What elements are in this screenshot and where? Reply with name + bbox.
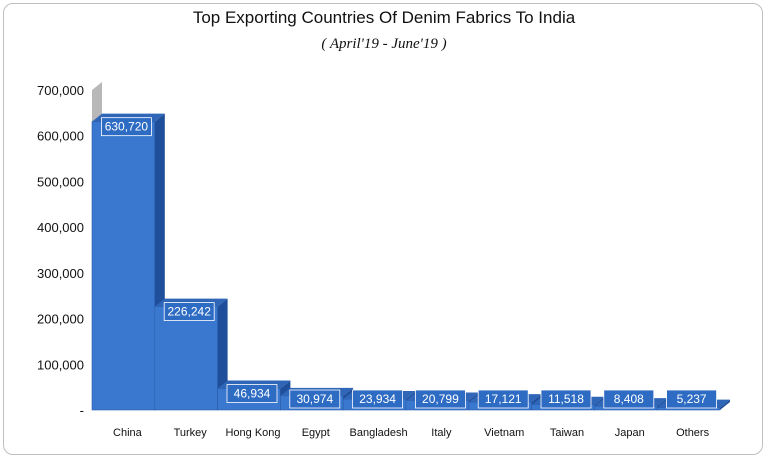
- data-label: 30,974: [296, 392, 333, 406]
- y-tick-label: 500,000: [37, 174, 84, 189]
- data-label-box: [101, 117, 152, 137]
- x-tick-label: Turkey: [174, 427, 208, 439]
- y-tick-label: 700,000: [37, 83, 84, 98]
- data-label: 46,934: [234, 387, 271, 401]
- x-tick-label: Others: [676, 427, 710, 439]
- data-label: 17,121: [485, 392, 522, 406]
- x-tick-label: Taiwan: [550, 427, 584, 439]
- chart-subtitle: ( April'19 - June'19 ): [321, 36, 447, 52]
- data-label-box: [666, 389, 717, 409]
- x-tick-label: Egypt: [302, 427, 330, 439]
- data-label-box: [603, 389, 655, 409]
- y-tick-label: 400,000: [37, 220, 84, 235]
- data-label-box: [352, 389, 404, 409]
- x-tick-label: China: [113, 427, 143, 439]
- x-tick-label: Vietnam: [484, 427, 524, 439]
- data-label-box: [226, 384, 278, 403]
- data-label: 23,934: [359, 392, 396, 406]
- y-tick-label: 300,000: [37, 266, 84, 281]
- data-label: 630,720: [105, 120, 149, 134]
- data-label-box: [163, 302, 215, 321]
- data-label-box: [414, 389, 466, 409]
- data-label-box: [289, 389, 341, 409]
- y-tick-label: -: [80, 403, 84, 418]
- data-label: 226,242: [168, 305, 212, 319]
- y-tick-label: 600,000: [37, 129, 84, 144]
- data-label: 20,799: [422, 392, 459, 406]
- data-label-box: [477, 389, 529, 409]
- data-label: 8,408: [614, 392, 644, 406]
- data-label: 5,237: [677, 392, 707, 406]
- bar-side-face: [720, 399, 730, 410]
- x-tick-label: Japan: [615, 427, 645, 439]
- y-tick-label: 200,000: [37, 312, 84, 327]
- chart-title: Top Exporting Countries Of Denim Fabrics…: [192, 8, 576, 27]
- bar: [91, 121, 156, 411]
- x-tick-label: Hong Kong: [225, 427, 280, 439]
- bar-side-face: [217, 298, 228, 410]
- x-tick-label: Bangladesh: [350, 427, 408, 439]
- y-tick-label: 100,000: [37, 357, 84, 372]
- data-label-box: [540, 389, 592, 409]
- x-tick-label: Italy: [431, 427, 452, 439]
- bar: [154, 306, 218, 411]
- data-label: 11,518: [548, 392, 584, 406]
